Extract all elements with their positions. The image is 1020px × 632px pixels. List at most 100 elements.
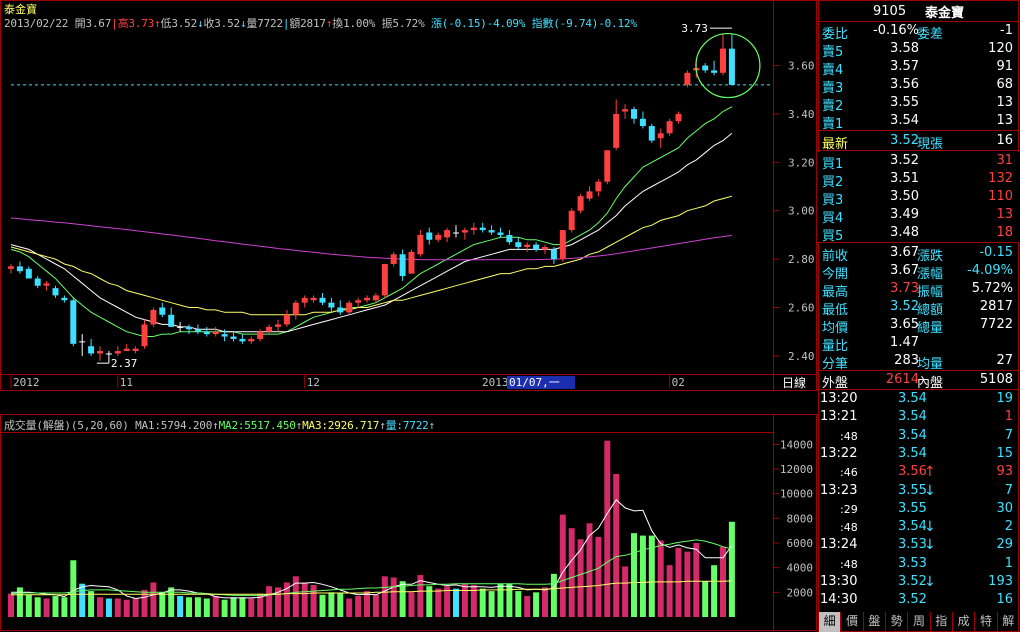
stat-row: 均價 3.65 總量 7722: [818, 316, 1019, 336]
ask-price: 3.58: [890, 41, 919, 56]
volume-bar: [239, 597, 246, 617]
volume-bar: [470, 584, 477, 617]
stat-value: 3.67: [890, 263, 919, 278]
tab-4[interactable]: 周: [907, 612, 929, 632]
candle-body: [372, 295, 379, 301]
volume-info-line: 成交量(解盤)(5,20,60) MA1:5794.200↑MA2:5517.4…: [4, 417, 435, 433]
candle-body: [533, 244, 540, 250]
tab-7[interactable]: 特: [974, 612, 996, 632]
candle-body: [550, 249, 557, 260]
tick-row: 14:30 3.52 16: [818, 591, 1019, 609]
bid-volume: 13: [996, 207, 1013, 222]
volume-bar: [711, 565, 718, 617]
bid-price: 3.51: [890, 171, 919, 186]
volume-bar: [328, 592, 335, 617]
inner-value: 5108: [979, 372, 1013, 387]
bid-label: 買1: [822, 157, 844, 172]
now-volume: 16: [996, 133, 1013, 148]
tab-8[interactable]: 解: [996, 612, 1019, 632]
tab-6[interactable]: 成: [951, 612, 974, 632]
panel-tabs: 細價盤勢周指成特解: [818, 612, 1019, 632]
candle-body: [702, 65, 709, 71]
price-tick-label: 3.40: [788, 108, 815, 121]
info-part: 2013/02/22 開3.67: [4, 17, 112, 30]
info-part: 成交量(解盤)(5,20,60): [4, 419, 129, 432]
volume-tick-label: 10000: [780, 488, 813, 501]
price-ma-line: [10, 217, 732, 261]
candle-body: [631, 109, 637, 119]
volume-bar: [399, 581, 406, 617]
volume-bar: [266, 586, 273, 617]
tick-row: 13:21 3.54 1: [818, 408, 1019, 426]
tick-volume: 7: [1004, 427, 1013, 443]
ask-volume: 13: [996, 113, 1013, 128]
candle-body: [248, 338, 255, 342]
tick-time: 13:20: [820, 391, 858, 406]
volume-bar: [453, 588, 459, 617]
bid-price: 3.48: [890, 225, 919, 240]
tick-row: :48 3.53 1: [818, 555, 1019, 573]
info-part: 量7722: [246, 17, 283, 30]
outer-value: 2614: [885, 372, 919, 387]
tick-price: 3.56: [898, 464, 927, 480]
date-tick-label: 11: [120, 376, 133, 389]
tick-volume: 15: [996, 445, 1013, 461]
candle-body: [150, 309, 157, 325]
date-tick-label: 12: [307, 376, 320, 389]
date-tick-label: 02: [672, 376, 685, 389]
charts-canvas[interactable]: 2.40 2.60 2.80 3.00 3.20 3.40 3.60 3.73 2.37 2012…: [0, 0, 818, 632]
info-part: 漲(-0.15)-4.09%: [430, 17, 532, 30]
candle-body: [159, 307, 166, 315]
candle-body: [586, 191, 593, 199]
tick-price: 3.53: [898, 555, 927, 571]
info-part: 低3.52: [160, 17, 198, 30]
candle-body: [381, 263, 388, 296]
stat-row: 最高 3.73 振幅 5.72%: [818, 280, 1019, 300]
volume-bar: [88, 591, 95, 617]
bid-label: 買2: [822, 175, 844, 190]
candle-body: [239, 338, 246, 342]
volume-bar: [105, 598, 112, 617]
volume-bar: [435, 588, 442, 617]
volume-bar: [43, 598, 50, 617]
ask-label: 賣2: [822, 99, 844, 114]
volume-bar: [542, 587, 548, 617]
tick-arrow: ↑: [924, 464, 936, 481]
bid-volume: 110: [988, 189, 1013, 204]
info-part: ↑: [295, 419, 303, 432]
stat-row: 今開 3.67 漲幅 -4.09%: [818, 262, 1019, 282]
volume-bar: [559, 514, 566, 617]
bid-row: 買4 3.49 13: [818, 206, 1019, 226]
cursor-date-label: 01/07,一: [509, 376, 560, 389]
outer-inner-row: 外盤 2614 內盤 5108: [818, 371, 1019, 391]
ask-price: 3.55: [890, 95, 919, 110]
candle-body: [257, 331, 264, 339]
last-price: 3.52: [890, 133, 919, 148]
volume-bar: [257, 593, 264, 617]
stat-row: 前收 3.67 漲跌 -0.15: [818, 244, 1019, 264]
stat-row: 最低 3.52 總額 2817: [818, 298, 1019, 318]
info-part: MA1:5794.200: [128, 419, 213, 432]
candle-body: [275, 324, 281, 327]
tab-5[interactable]: 指: [929, 612, 952, 632]
volume-bar: [364, 591, 370, 617]
volume-bar: [461, 583, 468, 617]
tick-row: :48 3.54 ↓ 2: [818, 518, 1019, 536]
candle-body: [52, 288, 59, 296]
tab-3[interactable]: 勢: [884, 612, 907, 632]
tab-1[interactable]: 價: [840, 612, 862, 632]
volume-tick-label: 6000: [787, 537, 814, 550]
info-part: ↓: [239, 17, 247, 30]
stock-name: 泰金寶: [925, 6, 965, 21]
high-annotation: 3.73: [681, 22, 708, 35]
candle-body: [114, 351, 121, 354]
candle-body: [390, 254, 397, 264]
volume-bar: [622, 566, 629, 617]
volume-bar: [657, 540, 664, 617]
volume-bar: [390, 577, 397, 617]
tab-0[interactable]: 細: [818, 612, 841, 632]
volume-bar: [479, 588, 486, 617]
stat-label: 均量: [917, 357, 944, 372]
tab-2[interactable]: 盤: [862, 612, 885, 632]
weicha-label: 委差: [917, 27, 944, 42]
